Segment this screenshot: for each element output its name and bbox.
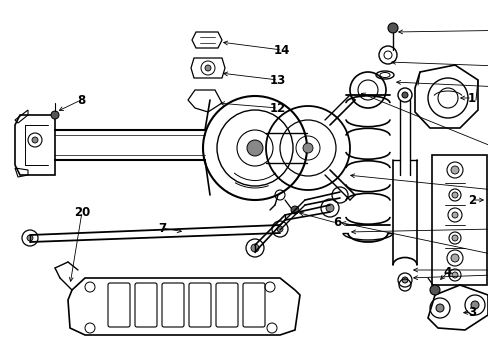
Text: 3: 3 — [467, 306, 475, 319]
Text: 6: 6 — [332, 216, 341, 230]
Circle shape — [429, 285, 439, 295]
Circle shape — [401, 277, 407, 283]
Text: 8: 8 — [77, 94, 85, 107]
Text: 13: 13 — [269, 73, 285, 86]
Circle shape — [325, 204, 333, 212]
Circle shape — [290, 206, 298, 214]
Text: 7: 7 — [158, 221, 166, 234]
Text: 2: 2 — [467, 194, 475, 207]
Text: 12: 12 — [269, 102, 285, 114]
Text: 20: 20 — [74, 206, 90, 219]
Circle shape — [303, 143, 312, 153]
Circle shape — [27, 235, 33, 241]
Text: 4: 4 — [443, 266, 451, 279]
Circle shape — [246, 140, 263, 156]
Circle shape — [250, 244, 259, 252]
Circle shape — [451, 235, 457, 241]
Text: 14: 14 — [273, 44, 289, 57]
Circle shape — [387, 23, 397, 33]
Circle shape — [450, 254, 458, 262]
Circle shape — [451, 212, 457, 218]
Circle shape — [451, 272, 457, 278]
Circle shape — [435, 304, 443, 312]
Circle shape — [401, 92, 407, 98]
Circle shape — [51, 111, 59, 119]
Circle shape — [276, 226, 283, 232]
Circle shape — [451, 192, 457, 198]
Circle shape — [32, 137, 38, 143]
Circle shape — [470, 301, 478, 309]
Bar — [431, 155, 486, 285]
Circle shape — [204, 65, 210, 71]
Text: 1: 1 — [467, 91, 475, 104]
Circle shape — [450, 166, 458, 174]
